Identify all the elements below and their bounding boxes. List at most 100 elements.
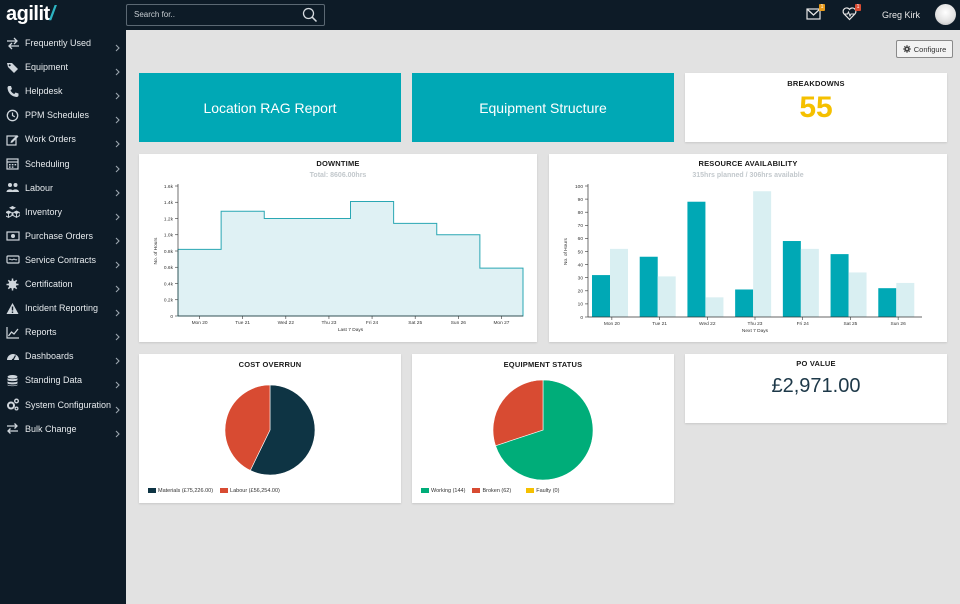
chevron-right-icon xyxy=(115,208,120,226)
y-axis-label: No. of Hours xyxy=(153,237,159,265)
bar-available xyxy=(657,276,676,317)
bar-planned xyxy=(782,241,801,317)
downtime-area xyxy=(177,200,524,317)
mail-icon[interactable]: 1 xyxy=(806,4,825,26)
search-input[interactable]: Search for.. xyxy=(134,10,175,19)
y-tick-label: 80 xyxy=(578,210,584,216)
resource-availability-card: RESOURCE AVAILABILITY 315hrs planned / 3… xyxy=(549,154,947,342)
cubes-icon xyxy=(6,206,20,219)
edit-icon xyxy=(6,133,20,146)
sidebar-item-label: Incident Reporting xyxy=(25,303,99,314)
pie-slice-working xyxy=(495,379,594,481)
equipment-status-card: EQUIPMENT STATUS Working (144) Broken (6… xyxy=(412,354,674,503)
y-tick-label: 1.2k xyxy=(164,216,174,222)
status-legend-item[interactable]: Faulty (0) xyxy=(526,488,559,494)
tag-icon xyxy=(6,61,20,73)
location-rag-report-tile[interactable]: Location RAG Report xyxy=(139,73,401,142)
chevron-right-icon xyxy=(115,39,120,57)
sidebar-item-label: Labour xyxy=(25,182,54,193)
chevron-right-icon xyxy=(115,135,120,153)
chevron-right-icon xyxy=(115,425,120,443)
y-tick-label: 40 xyxy=(578,262,584,268)
sidebar-item-labour[interactable]: Labour xyxy=(0,176,126,200)
search-box[interactable]: Search for.. xyxy=(126,4,325,26)
x-tick-label: Sun 26 xyxy=(451,320,467,326)
avatar[interactable] xyxy=(935,4,956,25)
sidebar-item-certification[interactable]: Certification xyxy=(0,272,126,296)
status-legend-item[interactable]: Broken (62) xyxy=(472,488,511,494)
chevron-right-icon xyxy=(115,184,120,202)
bar-available xyxy=(753,191,772,317)
cost-legend-item[interactable]: Materials (£75,226.00) xyxy=(148,488,213,494)
configure-label: Configure xyxy=(913,44,947,54)
user-name[interactable]: Greg Kirk xyxy=(882,10,921,20)
po-value-title: PO VALUE xyxy=(796,359,836,368)
sidebar-item-ppm-schedules[interactable]: PPM Schedules xyxy=(0,103,126,127)
sidebar-item-label: Inventory xyxy=(25,206,63,217)
y-tick-label: 50 xyxy=(578,249,584,255)
sidebar-item-helpdesk[interactable]: Helpdesk xyxy=(0,79,126,103)
sidebar-item-incident-reporting[interactable]: Incident Reporting xyxy=(0,296,126,320)
resource-chart: 0 10 20 30 40 50 60 70 80 90 100 Mon 20 Tue 21 Wed 22… xyxy=(563,184,922,334)
y-tick-label: 60 xyxy=(578,236,584,242)
status-legend-item[interactable]: Working (144) xyxy=(421,488,465,494)
sidebar-item-label: Scheduling xyxy=(25,158,70,169)
health-badge: 1 xyxy=(855,4,861,11)
pie-slice-labour xyxy=(224,384,271,471)
sidebar-item-scheduling[interactable]: Scheduling xyxy=(0,152,126,176)
bar-available xyxy=(610,248,628,317)
configure-button[interactable]: Configure xyxy=(896,40,953,58)
x-axis-label: Next 7 Days xyxy=(742,328,769,334)
money-icon xyxy=(6,230,20,242)
cost-legend-item[interactable]: Labour (£56,254.00) xyxy=(220,488,280,494)
chevron-right-icon xyxy=(115,160,120,178)
sidebar-item-reports[interactable]: Reports xyxy=(0,320,126,344)
users-icon xyxy=(6,182,20,194)
cost-overrun-card: COST OVERRUN Materials (£75,226.00) Labo… xyxy=(139,354,401,503)
chevron-right-icon xyxy=(115,328,120,346)
breakdowns-title: BREAKDOWNS xyxy=(787,79,845,88)
sidebar-item-system-configuration[interactable]: System Configuration xyxy=(0,393,126,417)
status-legend: Working (144) Broken (62) Faulty (0) xyxy=(421,488,559,494)
chevron-right-icon xyxy=(115,304,120,322)
bar-planned xyxy=(735,289,754,317)
breakdowns-value: 55 xyxy=(799,91,833,124)
bar-planned xyxy=(639,256,658,317)
sidebar-item-label: Certification xyxy=(25,279,73,289)
y-tick-label: 100 xyxy=(575,184,583,190)
agilit-logo[interactable]: agilit/ xyxy=(6,3,55,26)
mail-badge: 1 xyxy=(819,4,825,11)
cost-legend: Materials (£75,226.00) Labour (£56,254.0… xyxy=(148,488,280,494)
sidebar-item-service-contracts[interactable]: Service Contracts xyxy=(0,248,126,272)
equipment-structure-tile[interactable]: Equipment Structure xyxy=(412,73,674,142)
sidebar-item-frequently-used[interactable]: Frequently Used xyxy=(0,31,126,55)
health-icon[interactable]: 1 xyxy=(842,4,861,26)
y-tick-label: 1.6k xyxy=(164,184,174,190)
sidebar-item-purchase-orders[interactable]: Purchase Orders xyxy=(0,224,126,248)
y-tick-label: 0 xyxy=(580,315,583,321)
x-tick-label: Tue 21 xyxy=(235,320,250,326)
po-value-card[interactable]: PO VALUE £2,971.00 xyxy=(685,354,947,423)
y-tick-label: 1.0k xyxy=(164,233,174,239)
sidebar-item-standing-data[interactable]: Standing Data xyxy=(0,368,126,392)
bar-available xyxy=(800,248,819,317)
contract-icon xyxy=(6,254,20,266)
breakdowns-card[interactable]: BREAKDOWNS 55 xyxy=(685,73,947,142)
x-tick-label: Thu 23 xyxy=(748,321,763,327)
x-tick-label: Wed 22 xyxy=(278,320,295,326)
dashboard-icon xyxy=(6,350,20,362)
search-icon[interactable] xyxy=(302,7,318,28)
sidebar-item-work-orders[interactable]: Work Orders xyxy=(0,127,126,151)
sidebar-item-bulk-change[interactable]: Bulk Change xyxy=(0,417,126,441)
sidebar-item-dashboards[interactable]: Dashboards xyxy=(0,344,126,368)
x-tick-label: Wed 22 xyxy=(699,321,716,327)
sidebar-item-equipment[interactable]: Equipment xyxy=(0,55,126,79)
logo-slash: / xyxy=(49,3,56,25)
equipment-status-title: EQUIPMENT STATUS xyxy=(503,360,583,369)
sidebar: Frequently Used Equipment Helpdesk PPM Sche… xyxy=(0,30,126,604)
chevron-right-icon xyxy=(115,352,120,370)
x-tick-label: Fri 24 xyxy=(366,320,379,326)
sidebar-item-inventory[interactable]: Inventory xyxy=(0,200,126,224)
sidebar-item-label: Reports xyxy=(25,327,57,338)
database-icon xyxy=(6,374,20,387)
